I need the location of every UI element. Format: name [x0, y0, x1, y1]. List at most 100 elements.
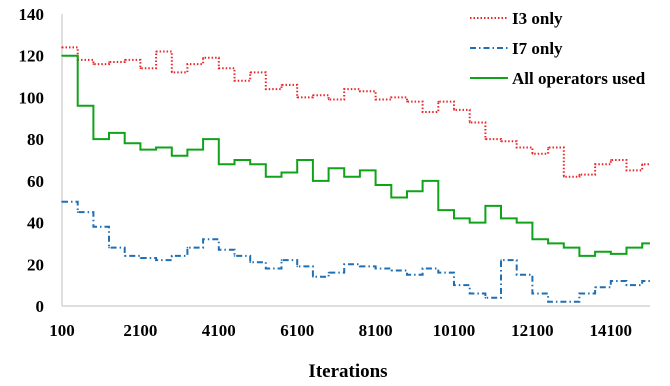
series-layer — [61, 46, 650, 303]
data-point — [406, 100, 408, 103]
data-point — [515, 273, 518, 276]
x-axis: 100 2100 4100 6100 8100 10100 12100 14100 — [49, 321, 632, 340]
data-point — [359, 265, 361, 268]
x-tick-label: 100 — [49, 321, 75, 340]
data-point — [233, 255, 236, 257]
data-point — [594, 163, 596, 165]
data-point — [218, 248, 220, 251]
data-point — [578, 292, 581, 295]
data-point — [453, 217, 455, 220]
data-point — [92, 225, 95, 228]
data-point — [359, 169, 361, 172]
data-point — [233, 79, 236, 82]
data-point — [280, 259, 283, 261]
data-point — [249, 71, 251, 74]
data-point — [578, 255, 581, 257]
data-point — [531, 238, 534, 241]
data-point — [500, 259, 502, 261]
data-point — [61, 46, 63, 49]
data-point — [390, 96, 393, 99]
data-point — [139, 67, 142, 69]
data-point — [343, 88, 346, 90]
y-tick-label: 20 — [27, 255, 44, 274]
data-point — [123, 59, 126, 61]
data-point — [484, 296, 487, 299]
data-point — [437, 271, 440, 274]
data-point — [233, 159, 236, 161]
data-point — [547, 242, 549, 245]
data-point — [625, 284, 628, 286]
data-point — [61, 54, 63, 57]
legend: I3 only I7 only All operators used — [470, 9, 646, 88]
data-point — [76, 105, 79, 107]
y-axis: 0 20 40 60 80 100 120 140 — [19, 5, 45, 316]
data-point — [359, 90, 361, 92]
data-point — [76, 211, 79, 213]
data-point — [139, 148, 142, 151]
data-point — [327, 167, 330, 170]
data-point — [374, 267, 377, 270]
y-tick-label: 100 — [19, 88, 45, 107]
data-point — [500, 140, 502, 142]
data-point — [155, 259, 157, 261]
data-point — [563, 301, 565, 303]
y-tick-label: 0 — [36, 297, 45, 316]
data-point — [468, 221, 471, 224]
series-2 — [61, 54, 650, 257]
data-point — [515, 146, 518, 149]
data-point — [92, 63, 95, 65]
data-point — [437, 100, 440, 103]
data-point — [249, 261, 251, 264]
y-tick-label: 80 — [27, 130, 44, 149]
data-point — [92, 138, 95, 140]
data-point — [123, 255, 126, 257]
series-1 — [61, 200, 650, 303]
x-tick-label: 12100 — [511, 321, 554, 340]
data-point — [390, 269, 393, 272]
data-point — [406, 273, 408, 276]
data-point — [437, 209, 440, 211]
data-point — [421, 111, 424, 113]
data-point — [421, 180, 424, 182]
data-point — [327, 98, 330, 101]
data-point — [610, 159, 612, 161]
data-point — [563, 246, 565, 249]
data-point — [108, 61, 110, 63]
series-line — [62, 46, 650, 178]
data-point — [280, 171, 283, 174]
legend-label: I3 only — [512, 9, 563, 28]
x-axis-title: Iterations — [308, 361, 387, 382]
data-point — [547, 146, 549, 149]
x-tick-label: 14100 — [590, 321, 633, 340]
data-point — [484, 205, 487, 207]
data-point — [641, 242, 643, 245]
data-point — [406, 190, 408, 193]
data-point — [171, 155, 173, 157]
data-point — [123, 142, 126, 145]
data-point — [202, 57, 204, 59]
data-point — [390, 196, 393, 199]
data-point — [155, 50, 157, 53]
data-point — [265, 175, 267, 178]
data-point — [468, 121, 471, 124]
data-point — [296, 96, 299, 99]
data-point — [641, 280, 643, 282]
legend-label: I7 only — [512, 39, 563, 58]
data-point — [171, 71, 173, 74]
data-point — [453, 109, 455, 111]
data-point — [61, 200, 63, 203]
x-tick-label: 6100 — [280, 321, 314, 340]
data-point — [610, 253, 612, 255]
data-point — [547, 301, 549, 303]
y-tick-label: 120 — [19, 47, 45, 66]
data-point — [186, 63, 189, 65]
data-point — [468, 292, 471, 295]
series-line — [62, 54, 650, 257]
y-tick-label: 60 — [27, 172, 44, 191]
data-point — [594, 286, 596, 289]
data-point — [218, 163, 220, 165]
data-point — [327, 271, 330, 274]
data-point — [108, 246, 110, 249]
data-point — [155, 146, 157, 149]
